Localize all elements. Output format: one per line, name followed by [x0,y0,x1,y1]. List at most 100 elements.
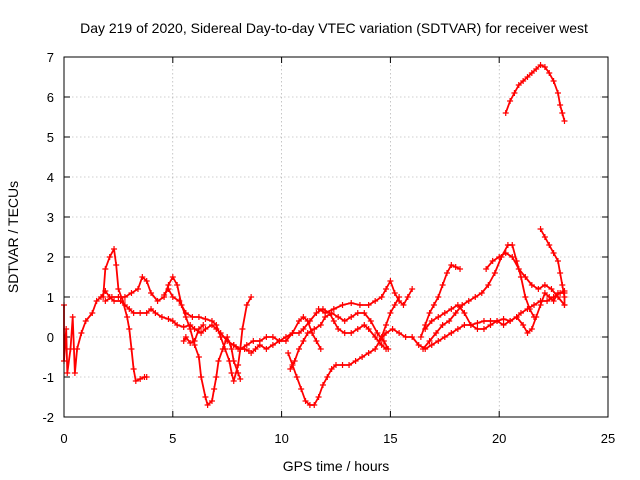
data-point [546,242,553,248]
series-arc-8 [285,294,403,408]
data-point [182,310,189,316]
data-point [428,342,435,348]
data-point [359,354,366,360]
data-point [348,330,355,336]
data-point [148,290,155,296]
data-point [474,326,481,332]
data-point [154,298,161,304]
data-point [409,334,416,340]
data-point [441,334,448,340]
data-point [402,334,409,340]
y-tick-label: 0 [47,330,54,345]
data-point [520,322,527,328]
data-point [391,290,398,296]
data-point [457,266,464,272]
data-point [430,302,437,308]
data-point [93,298,100,304]
data-point [557,102,564,108]
data-point [467,322,474,328]
data-point [341,318,348,324]
data-point [546,70,553,76]
data-point [548,286,555,292]
data-point [541,290,548,296]
data-point [269,342,276,348]
data-point [296,318,303,324]
data-point [100,294,107,300]
data-point [202,316,209,322]
data-point [356,302,363,308]
x-tick-label: 0 [60,431,67,446]
data-point [559,110,566,116]
data-point [237,376,244,382]
data-point [474,320,481,326]
data-point [378,342,385,348]
data-point [489,258,496,264]
data-point [204,402,211,408]
data-point [348,300,355,306]
data-point [333,362,339,368]
data-point [296,330,303,336]
y-tick-label: -1 [42,370,54,385]
data-point [111,246,118,252]
data-point [496,254,503,260]
data-point [235,362,242,368]
data-point [550,298,557,304]
data-point [478,290,485,296]
data-point [108,294,115,300]
data-point [426,338,433,344]
data-point [176,298,183,304]
data-point [115,286,122,292]
data-point [311,402,318,408]
data-point [502,250,509,256]
x-tick-label: 25 [601,431,615,446]
series-arc-17 [502,62,568,124]
data-point [341,330,348,336]
data-point [422,326,429,332]
series-line [250,308,387,354]
series-line [289,312,389,370]
data-point [433,330,440,336]
data-point [561,294,568,300]
data-point [134,286,141,292]
series-line [318,280,413,314]
data-point [180,338,187,344]
data-point [522,294,529,300]
data-point [143,310,150,316]
data-point [452,310,459,316]
data-point [137,310,144,316]
data-point [557,270,564,276]
y-tick-label: 1 [47,290,54,305]
data-point [263,346,270,352]
data-point [230,378,237,384]
data-point [174,282,181,288]
data-point [239,326,246,332]
data-point [208,318,215,324]
data-point [106,254,113,260]
data-point [535,286,542,292]
data-point [465,298,472,304]
data-series [61,62,568,408]
data-point [554,90,561,96]
data-point [191,338,198,344]
data-point [509,254,516,260]
data-point [300,314,307,320]
data-point [480,318,487,324]
data-point [322,310,329,316]
data-point [448,330,455,336]
data-point [143,278,150,284]
data-point [544,298,551,304]
data-point [524,74,531,80]
x-tick-label: 20 [492,431,506,446]
data-point [435,338,442,344]
data-point [452,264,459,270]
data-point [111,298,118,304]
data-point [248,350,255,356]
series-line [422,244,535,350]
data-point [517,310,524,316]
data-point [226,358,233,364]
data-point [502,110,509,116]
axis-ticks: 0 5 10 15 20 25 -2 -1 0 1 2 3 4 5 6 7 [42,50,615,446]
data-point [533,66,540,72]
data-point [515,82,522,88]
data-point [187,326,194,332]
